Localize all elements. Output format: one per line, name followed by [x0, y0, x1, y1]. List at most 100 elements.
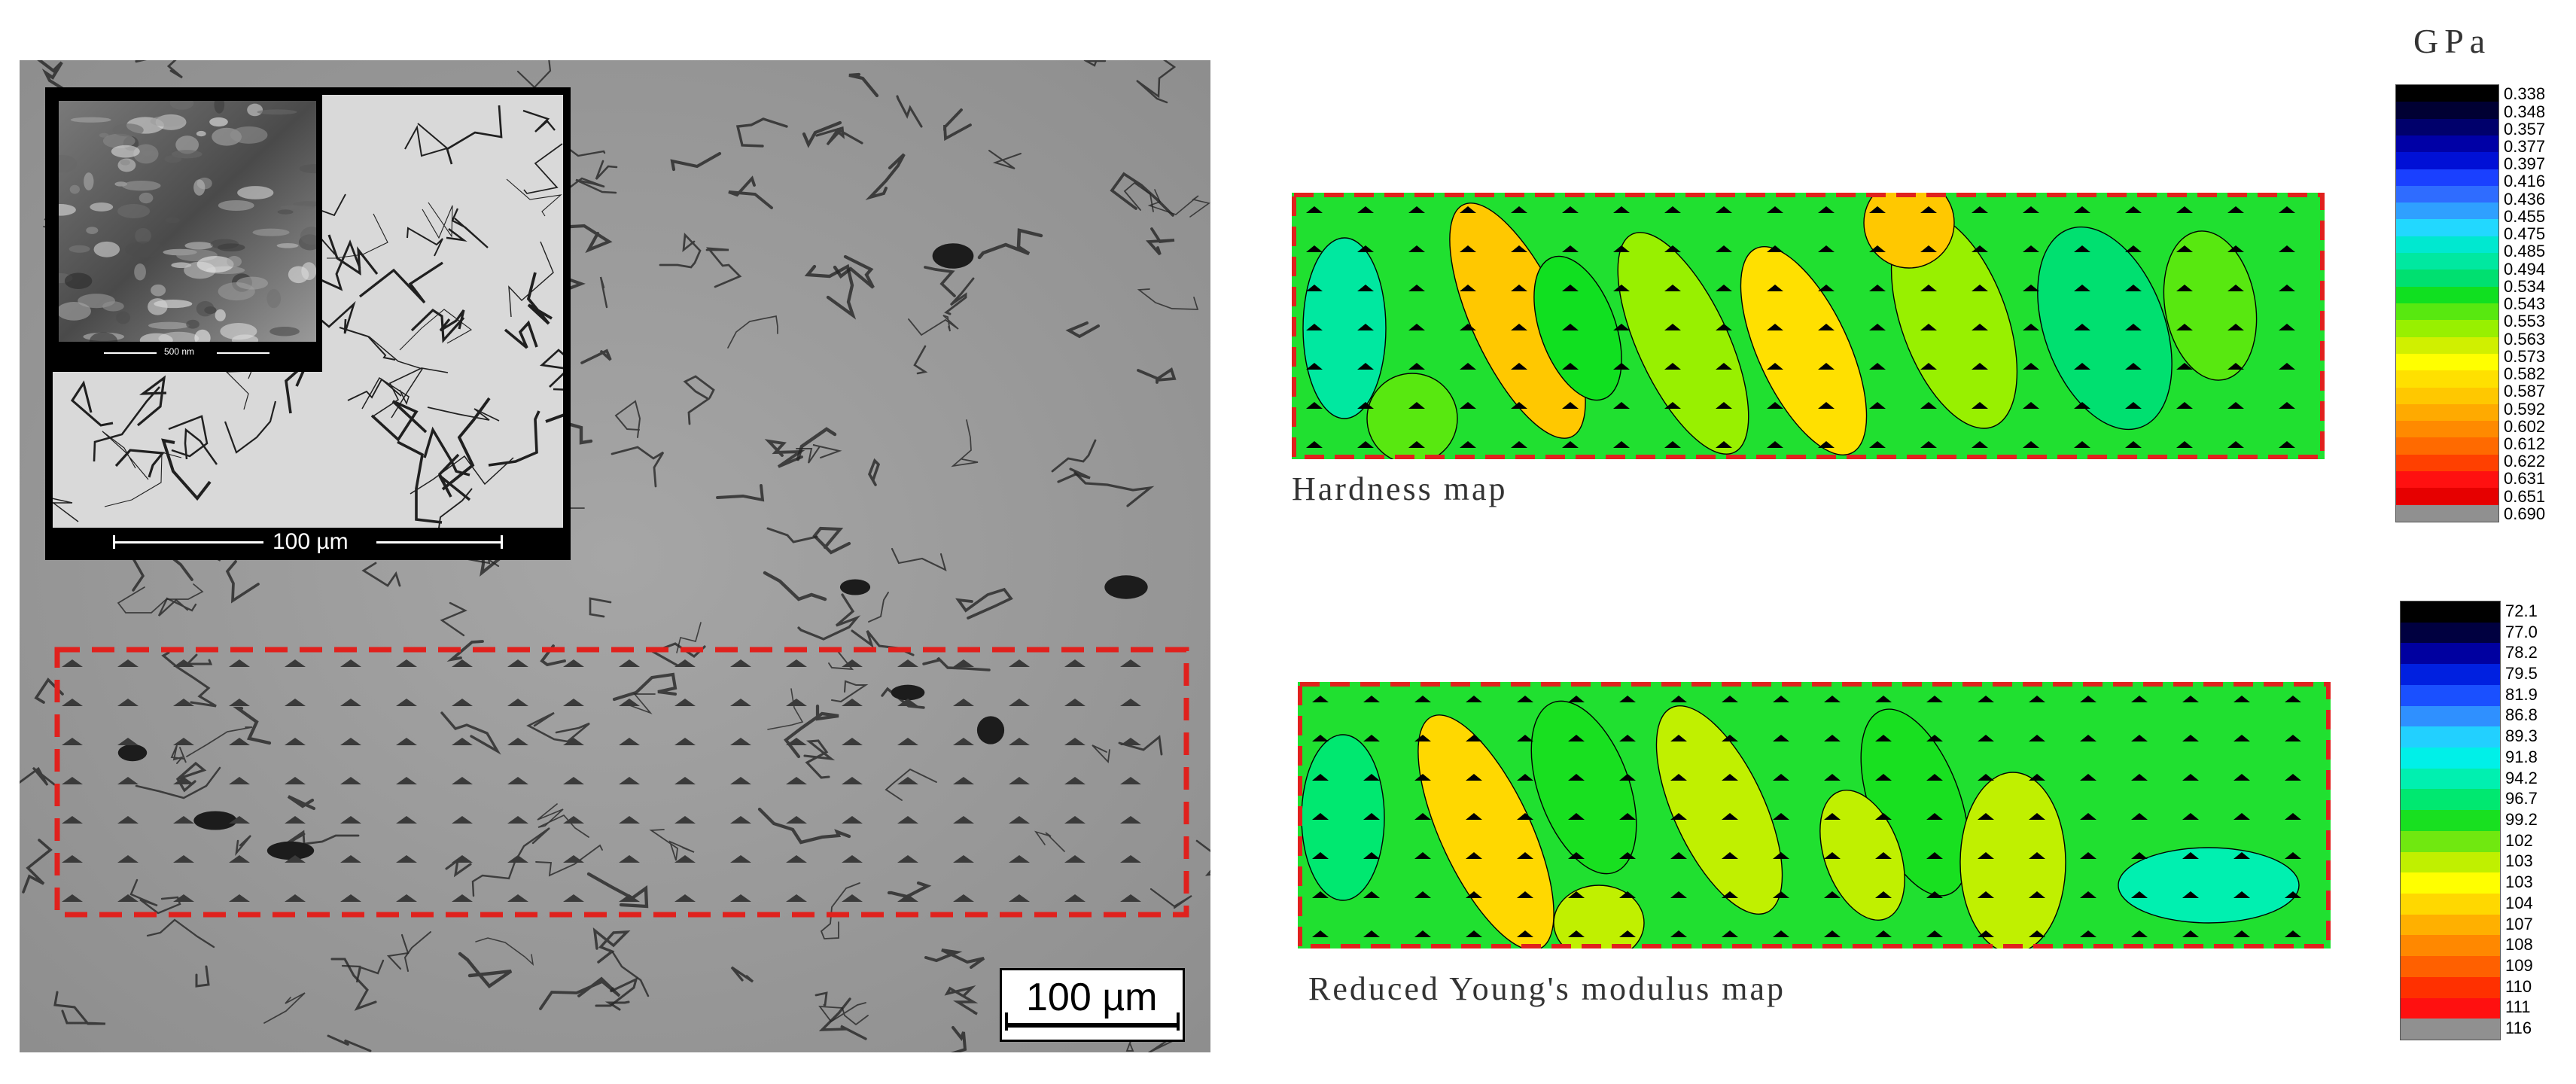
colorbar-tick-label: 0.553: [2504, 312, 2546, 331]
colorbar-tick-label: 0.622: [2504, 452, 2546, 471]
modulus-colorbar: [2400, 601, 2501, 1040]
colorbar-tick-label: 110: [2505, 976, 2532, 996]
colorbar-swatch: [2396, 403, 2498, 422]
colorbar-swatch: [2401, 664, 2500, 686]
colorbar-swatch: [2396, 135, 2498, 153]
colorbar-tick-label: 81.9: [2505, 684, 2538, 704]
colorbar-swatch: [2401, 622, 2500, 644]
colorbar-unit: GPa: [2413, 22, 2492, 60]
colorbar-swatch: [2396, 471, 2498, 489]
colorbar-tick-label: 111: [2505, 997, 2531, 1017]
colorbar-tick-label: 0.534: [2504, 276, 2546, 296]
colorbar-swatch: [2396, 504, 2498, 522]
inset-scale-label: 100 µm: [273, 529, 349, 554]
colorbar-tick-label: 103: [2505, 851, 2533, 871]
colorbar-swatch: [2401, 956, 2500, 978]
colorbar-tick-label: 0.455: [2504, 206, 2546, 226]
colorbar-tick-label: 0.348: [2504, 102, 2546, 121]
modulus-map: [1298, 682, 2331, 948]
colorbar-tick-label: 116: [2505, 1019, 2532, 1038]
colorbar-swatch: [2396, 185, 2498, 203]
colorbar-swatch: [2401, 830, 2500, 853]
hardness-colorbar: [2395, 84, 2499, 522]
colorbar-tick-label: 0.592: [2504, 399, 2546, 419]
colorbar-tick-label: 0.338: [2504, 84, 2546, 104]
colorbar-tick-label: 96.7: [2505, 789, 2538, 808]
hardness-colorbar-labels: 0.338 0.348 0.357 0.377 0.397 0.416 0.436 0.455…: [2504, 84, 2576, 523]
colorbar-tick-label: 78.2: [2505, 643, 2538, 662]
colorbar-tick-label: 0.651: [2504, 486, 2546, 506]
colorbar-tick-label: 77.0: [2505, 622, 2538, 641]
colorbar-tick-label: 79.5: [2505, 663, 2538, 683]
colorbar-tick-label: 107: [2505, 914, 2533, 933]
colorbar-swatch: [2396, 219, 2498, 237]
colorbar-tick-label: 0.602: [2504, 416, 2546, 436]
colorbar-tick-label: 0.357: [2504, 119, 2546, 139]
colorbar-tick-label: 0.582: [2504, 364, 2546, 383]
colorbar-tick-label: 0.587: [2504, 382, 2546, 401]
colorbar-tick-label: 99.2: [2505, 809, 2538, 829]
inset-scale-bar-strip: 100 µm: [53, 528, 563, 560]
colorbar-tick-label: 0.690: [2504, 504, 2546, 523]
micrograph-scale-label: 100 µm: [1026, 976, 1158, 1019]
colorbar-swatch: [2401, 851, 2500, 873]
colorbar-swatch: [2401, 997, 2500, 1019]
modulus-map-label: Reduced Young's modulus map: [1308, 970, 1786, 1007]
colorbar-swatch: [2401, 726, 2500, 748]
colorbar-tick-label: 0.397: [2504, 154, 2546, 174]
colorbar-swatch: [2396, 236, 2498, 254]
colorbar-swatch: [2396, 269, 2498, 288]
colorbar-tick-label: 102: [2505, 830, 2533, 850]
colorbar-tick-label: 89.3: [2505, 726, 2538, 746]
colorbar-swatch: [2396, 370, 2498, 388]
colorbar-swatch: [2396, 336, 2498, 355]
colorbar-tick-label: 0.612: [2504, 434, 2546, 453]
indent-region-box: [54, 647, 1189, 918]
colorbar-swatch: [2401, 705, 2500, 727]
colorbar-tick-label: 108: [2505, 935, 2533, 955]
micrograph-scale-bar: 100 µm: [1000, 968, 1185, 1042]
colorbar-tick-label: 91.8: [2505, 747, 2538, 766]
colorbar-swatch: [2396, 454, 2498, 472]
colorbar-tick-label: 0.485: [2504, 242, 2546, 261]
colorbar-tick-label: 0.416: [2504, 172, 2546, 191]
colorbar-swatch: [2401, 789, 2500, 811]
colorbar-swatch: [2401, 976, 2500, 999]
modulus-colorbar-labels: 72.1 77.0 78.2 79.5 81.9 86.8 89.3 91.8 94.2 96.7…: [2505, 601, 2576, 1039]
colorbar-tick-label: 86.8: [2505, 705, 2538, 725]
colorbar-swatch: [2396, 437, 2498, 455]
hardness-map: [1292, 193, 2325, 459]
colorbar-tick-label: 0.563: [2504, 329, 2546, 349]
colorbar-swatch: [2401, 643, 2500, 665]
colorbar-swatch: [2396, 421, 2498, 438]
colorbar-swatch: [2401, 894, 2500, 915]
colorbar-swatch: [2396, 118, 2498, 136]
colorbar-swatch: [2396, 488, 2498, 506]
colorbar-swatch: [2396, 303, 2498, 321]
colorbar-swatch: [2401, 914, 2500, 936]
colorbar-tick-label: 0.494: [2504, 259, 2546, 279]
colorbar-tick-label: 0.573: [2504, 346, 2546, 366]
hardness-map-label: Hardness map: [1292, 470, 1508, 507]
sem-scale-label: 500 nm: [164, 346, 195, 357]
colorbar-swatch: [2396, 353, 2498, 371]
colorbar-swatch: [2401, 1019, 2500, 1040]
colorbar-swatch: [2396, 85, 2498, 102]
colorbar-swatch: [2401, 601, 2500, 623]
colorbar-swatch: [2401, 872, 2500, 894]
colorbar-swatch: [2396, 169, 2498, 187]
colorbar-swatch: [2396, 387, 2498, 405]
colorbar-tick-label: 0.377: [2504, 136, 2546, 156]
colorbar-swatch: [2401, 748, 2500, 769]
colorbar-swatch: [2401, 684, 2500, 707]
colorbar-swatch: [2401, 935, 2500, 957]
colorbar-swatch: [2396, 253, 2498, 270]
colorbar-swatch: [2401, 810, 2500, 832]
colorbar-swatch: [2396, 320, 2498, 338]
micrograph-inset: 100 µm 500 nm: [45, 87, 571, 560]
colorbar-tick-label: 104: [2505, 893, 2533, 912]
colorbar-swatch: [2401, 768, 2500, 790]
colorbar-tick-label: 0.475: [2504, 224, 2546, 244]
colorbar-tick-label: 109: [2505, 955, 2533, 975]
colorbar-tick-label: 0.631: [2504, 469, 2546, 489]
